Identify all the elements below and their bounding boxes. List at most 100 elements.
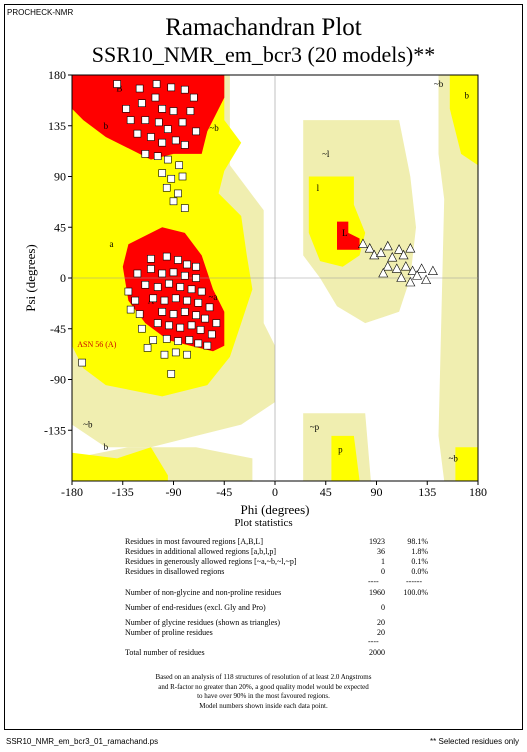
stat-count: 1960 [369, 588, 385, 597]
residue-point [176, 323, 185, 332]
residue-point [178, 118, 187, 127]
residue-point [169, 268, 178, 277]
y-tick-label: 0 [60, 271, 66, 285]
glycine-point [357, 238, 368, 248]
residue-point [183, 260, 191, 269]
stat-count: 1 [381, 557, 385, 566]
residue-point [124, 287, 133, 296]
rule-dashes: ---- [368, 637, 379, 646]
residue-point [203, 341, 212, 350]
stat-percent: 98.1% [407, 537, 428, 546]
residue-point [178, 172, 187, 181]
allowed-region [449, 75, 478, 166]
residue-point [141, 150, 150, 158]
glycine-point [387, 252, 398, 262]
region-label: ~p [310, 422, 320, 432]
residue-point [147, 265, 155, 273]
stat-percent: 1.8% [411, 547, 428, 556]
glycine-point [382, 261, 393, 271]
residue-point [187, 285, 196, 294]
residue-point [147, 255, 155, 263]
residue-point [162, 252, 171, 261]
region-label: b [104, 121, 109, 131]
plot-title: Ramachandran Plot [165, 14, 362, 41]
stat-count: 20 [377, 618, 385, 627]
x-tick-label: 0 [272, 485, 278, 499]
residue-point [158, 105, 167, 113]
stats-title: Plot statistics [234, 517, 293, 529]
glycine-point [396, 272, 407, 282]
stat-label: Residues in most favoured regions [A,B,L… [125, 537, 263, 546]
residue-point [135, 310, 144, 318]
residue-point [171, 136, 180, 145]
residue-point [147, 133, 155, 141]
residue-point [212, 319, 221, 327]
residue-point [149, 294, 157, 303]
residue-point [151, 93, 160, 102]
y-axis-label: Psi (degrees) [23, 244, 38, 312]
stat-label: Number of glycine residues (shown as tri… [125, 618, 281, 627]
ramachandran-chart: -180 -135 -90 -45 0 45 90 135 180 180 135 90 45 0 -45 -… [23, 68, 487, 517]
footnote-line: to have over 90% in the most favoured re… [197, 692, 330, 700]
residue-point [186, 107, 195, 115]
stat-label: Number of end-residues (excl. Gly and Pr… [125, 603, 266, 612]
selected-note: ** Selected residues only [430, 737, 519, 746]
footnote-line: Based on an analysis of 118 structures o… [155, 673, 372, 681]
core-region [337, 221, 360, 250]
residue-point [78, 358, 86, 367]
region-label: ~b [209, 123, 219, 133]
region-label: ~b [434, 79, 444, 89]
page-frame [4, 4, 523, 730]
glycine-point [364, 243, 375, 253]
residue-point [153, 283, 162, 291]
x-tick-label: 45 [320, 485, 332, 499]
x-tick-label: -135 [112, 485, 134, 499]
x-tick-label: 135 [418, 485, 436, 499]
residue-point [149, 336, 157, 344]
glycine-point [412, 270, 423, 280]
residue-point [175, 161, 183, 170]
residue-point [192, 274, 200, 282]
residue-point [126, 305, 135, 314]
residue-point [141, 280, 150, 289]
region-label: b [104, 442, 109, 452]
residue-point [165, 279, 173, 288]
residue-point [208, 330, 216, 339]
glycine-point [376, 247, 387, 257]
residue-point [180, 85, 189, 94]
glycine-point [407, 265, 418, 276]
residue-point [171, 294, 180, 303]
glycine-point [398, 249, 409, 260]
y-tick-label: 90 [54, 170, 66, 184]
residue-point [174, 256, 182, 264]
residue-point [141, 116, 150, 124]
stat-percent: 100.0% [403, 588, 428, 597]
region-label: a [109, 239, 113, 249]
glycine-point [378, 267, 389, 278]
stat-count: 20 [377, 628, 385, 637]
residue-point [183, 350, 191, 359]
rule-dashes: ---- [368, 577, 379, 586]
residue-point [158, 308, 167, 316]
region-label: p [338, 444, 343, 454]
residue-point [180, 271, 189, 280]
glycine-point [400, 261, 411, 271]
y-tick-label: 45 [54, 220, 66, 234]
residue-point [192, 262, 200, 271]
stat-count: 0 [381, 603, 385, 612]
glycine-point [394, 244, 405, 254]
residue-point [167, 174, 176, 183]
plot-subtitle: SSR10_NMR_em_bcr3 (20 models)** [91, 42, 436, 67]
residue-point [167, 370, 176, 378]
region-label: ~b [449, 453, 459, 463]
residue-point [185, 336, 194, 344]
y-tick-label: -135 [44, 423, 66, 437]
y-tick-label: -90 [50, 373, 66, 387]
stat-label: Residues in additional allowed regions [… [125, 547, 277, 556]
residue-point [194, 339, 203, 348]
stat-count: 1923 [369, 537, 385, 546]
residue-point [126, 116, 135, 124]
residue-point [138, 99, 146, 107]
stat-label: Number of non-glycine and non-proline re… [125, 588, 282, 597]
glycine-point [416, 263, 427, 273]
